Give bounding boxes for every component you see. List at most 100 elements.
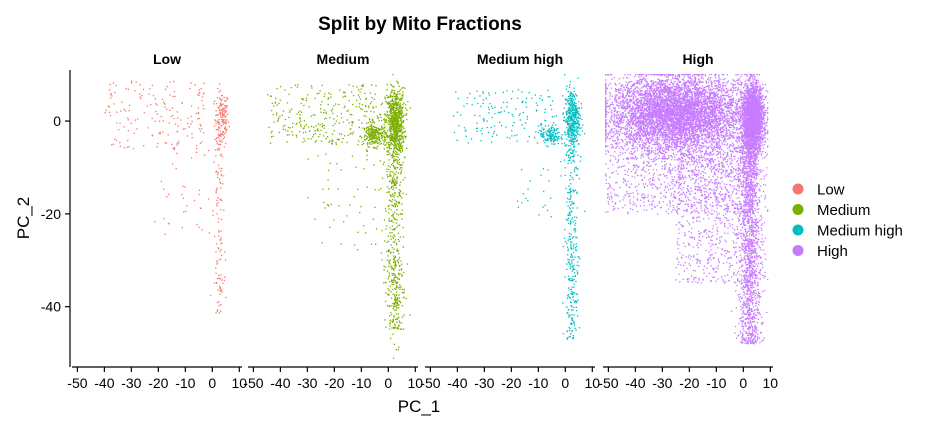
- data-point: [302, 98, 304, 100]
- data-point: [627, 124, 629, 126]
- data-point: [395, 130, 397, 132]
- data-point: [395, 116, 398, 118]
- data-point: [393, 184, 395, 186]
- data-point: [379, 143, 381, 145]
- x-tick-label: -10: [528, 375, 548, 391]
- data-point: [394, 128, 396, 130]
- data-point: [575, 280, 577, 283]
- data-point: [710, 136, 713, 138]
- data-point: [378, 137, 380, 139]
- data-point: [395, 306, 398, 308]
- data-point: [394, 98, 397, 101]
- data-point: [535, 110, 538, 112]
- data-point: [579, 160, 581, 162]
- data-point: [573, 101, 576, 103]
- data-point: [374, 147, 376, 149]
- data-point: [393, 116, 395, 118]
- data-point: [388, 121, 390, 123]
- data-point: [329, 117, 331, 119]
- data-point: [718, 120, 721, 122]
- data-point: [386, 170, 388, 173]
- data-point: [571, 144, 573, 146]
- data-point: [127, 88, 129, 90]
- data-point: [377, 136, 379, 138]
- data-point: [400, 106, 403, 109]
- data-point: [168, 193, 170, 196]
- data-point: [391, 153, 394, 155]
- data-point: [373, 130, 375, 133]
- data-point: [380, 134, 382, 136]
- facet-panel-medium-high: Medium high-50 -40 -30 -20 -10 0 10: [420, 51, 600, 391]
- data-point: [571, 291, 573, 293]
- data-point: [680, 101, 683, 104]
- data-point: [543, 129, 545, 131]
- data-point: [386, 132, 388, 134]
- data-point: [525, 106, 528, 108]
- data-point: [392, 273, 394, 275]
- data-point: [582, 124, 584, 126]
- data-point: [393, 149, 395, 151]
- data-point: [332, 112, 334, 115]
- data-point: [574, 135, 576, 138]
- data-point: [575, 130, 577, 132]
- data-point: [397, 238, 399, 241]
- data-point: [393, 102, 395, 104]
- data-point: [391, 181, 393, 184]
- data-point: [366, 136, 369, 138]
- data-point: [605, 163, 607, 165]
- data-point: [402, 137, 404, 139]
- data-point: [575, 229, 577, 232]
- data-point: [370, 123, 372, 126]
- data-point: [342, 121, 345, 123]
- data-point: [400, 120, 402, 122]
- data-point: [721, 100, 723, 102]
- data-point: [377, 131, 379, 133]
- data-point: [570, 135, 572, 137]
- data-point: [564, 145, 566, 147]
- data-point: [396, 244, 398, 246]
- data-point: [575, 306, 577, 308]
- data-point: [578, 107, 580, 110]
- data-point: [572, 155, 574, 157]
- data-point: [676, 78, 678, 80]
- data-point: [220, 209, 222, 211]
- data-point: [553, 136, 556, 138]
- data-point: [394, 134, 396, 136]
- data-point: [577, 143, 580, 145]
- data-point: [223, 175, 225, 177]
- data-point: [378, 129, 380, 131]
- data-point: [704, 128, 706, 130]
- data-point: [401, 167, 403, 169]
- data-point: [513, 121, 515, 124]
- data-point: [402, 91, 404, 93]
- data-point: [685, 102, 687, 104]
- data-point: [565, 119, 567, 121]
- data-point: [216, 97, 219, 99]
- data-point: [274, 102, 276, 104]
- data-point: [390, 133, 392, 135]
- data-point: [290, 87, 292, 89]
- data-point: [573, 114, 575, 117]
- data-point: [570, 98, 573, 100]
- data-point: [390, 220, 392, 222]
- data-point: [220, 116, 222, 118]
- data-point: [397, 348, 400, 351]
- data-point: [569, 207, 571, 209]
- data-point: [224, 128, 226, 130]
- data-point: [364, 139, 366, 141]
- data-point: [365, 98, 367, 100]
- data-point: [281, 114, 283, 116]
- data-point: [636, 128, 638, 130]
- data-point: [361, 144, 363, 146]
- data-point: [568, 188, 571, 191]
- data-point: [218, 274, 220, 277]
- data-point: [286, 134, 288, 136]
- data-point: [622, 158, 625, 160]
- data-point: [383, 282, 385, 284]
- data-point: [575, 118, 578, 121]
- data-point: [550, 197, 552, 199]
- data-point: [361, 108, 363, 110]
- data-point: [394, 276, 396, 278]
- data-point: [621, 115, 623, 118]
- data-point: [216, 199, 218, 202]
